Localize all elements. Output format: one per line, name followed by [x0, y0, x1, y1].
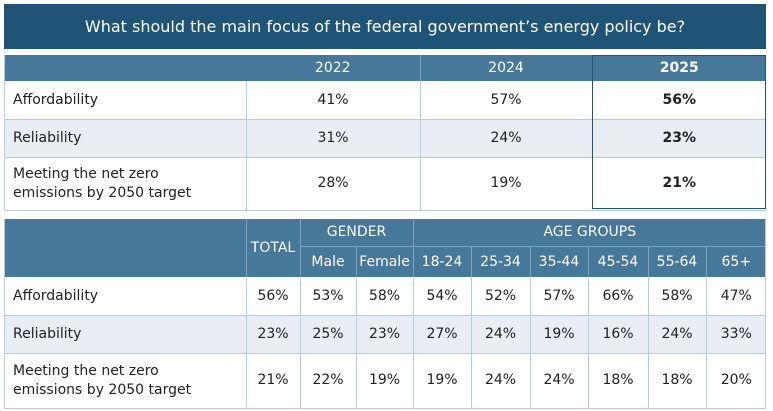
cell-value: 41%	[246, 81, 421, 120]
row-label: Reliability	[4, 119, 247, 158]
cell-value: 19%	[413, 353, 472, 409]
table2-left-border	[4, 219, 5, 408]
cell-value: 52%	[471, 277, 531, 316]
header-age-65-plus: 65+	[706, 246, 767, 277]
cell-value: 25%	[300, 315, 357, 354]
cell-value: 19%	[420, 157, 593, 211]
cell-value: 24%	[648, 315, 707, 354]
chart-title: What should the main focus of the federa…	[4, 4, 766, 49]
header-blank-cell	[4, 219, 247, 277]
cell-value: 31%	[246, 119, 421, 158]
table-row: Affordability 41% 57% 56%	[4, 81, 766, 120]
subgroup-header-row: Male Female 18-24 25-34 35-44 45-54 55-6…	[4, 246, 767, 277]
cell-value: 58%	[648, 277, 707, 316]
cell-value: 66%	[588, 277, 649, 316]
cell-value: 20%	[706, 353, 767, 409]
header-age-45-54: 45-54	[588, 246, 649, 277]
cell-value: 27%	[413, 315, 472, 354]
cell-value: 22%	[300, 353, 357, 409]
header-age-group: AGE GROUPS	[413, 219, 767, 247]
header-total: TOTAL	[246, 219, 301, 277]
row-label: Meeting the net zero emissions by 2050 t…	[4, 353, 247, 409]
demographic-table: TOTAL GENDER AGE GROUPS Male Female 18-2…	[4, 219, 767, 409]
header-year-2025: 2025	[592, 55, 766, 81]
cell-value: 47%	[706, 277, 767, 316]
header-age-35-44: 35-44	[530, 246, 589, 277]
cell-value-highlighted: 56%	[592, 81, 766, 120]
year-header-row: 2022 2024 2025	[4, 55, 766, 81]
header-age-18-24: 18-24	[413, 246, 472, 277]
row-label: Meeting the net zero emissions by 2050 t…	[4, 157, 247, 211]
cell-value: 24%	[530, 353, 589, 409]
row-label-line: emissions by 2050 target	[13, 381, 192, 398]
cell-value-highlighted: 21%	[592, 157, 766, 211]
row-label: Affordability	[4, 81, 247, 120]
cell-value: 24%	[471, 315, 531, 354]
cell-value: 53%	[300, 277, 357, 316]
table-row: Meeting the net zero emissions by 2050 t…	[4, 157, 766, 211]
cell-value: 24%	[471, 353, 531, 409]
cell-value: 54%	[413, 277, 472, 316]
cell-total: 23%	[246, 315, 301, 354]
row-label: Affordability	[4, 277, 247, 316]
row-label-line: Meeting the net zero	[13, 362, 159, 379]
table1-left-border	[4, 55, 5, 209]
header-gender-group: GENDER	[300, 219, 414, 247]
cell-value: 19%	[530, 315, 589, 354]
header-female: Female	[356, 246, 414, 277]
header-age-55-64: 55-64	[648, 246, 707, 277]
row-label-line: Meeting the net zero	[13, 165, 159, 182]
cell-value: 18%	[588, 353, 649, 409]
header-blank-cell	[4, 55, 246, 81]
row-label: Reliability	[4, 315, 247, 354]
cell-value: 33%	[706, 315, 767, 354]
cell-value: 58%	[356, 277, 414, 316]
table-row: Reliability 23% 25% 23% 27% 24% 19% 16% …	[4, 315, 767, 354]
header-male: Male	[300, 246, 357, 277]
cell-value-highlighted: 23%	[592, 119, 766, 158]
cell-value: 57%	[530, 277, 589, 316]
cell-value: 24%	[420, 119, 593, 158]
chart-title-text: What should the main focus of the federa…	[84, 17, 686, 36]
year-comparison-table: 2022 2024 2025 Affordability 41% 57% 56%…	[4, 55, 766, 211]
cell-value: 16%	[588, 315, 649, 354]
cell-value: 57%	[420, 81, 593, 120]
cell-total: 56%	[246, 277, 301, 316]
cell-value: 19%	[356, 353, 414, 409]
table-row: Reliability 31% 24% 23%	[4, 119, 766, 158]
row-label-line: emissions by 2050 target	[13, 184, 192, 201]
header-year-2022: 2022	[246, 55, 421, 81]
table-row: Meeting the net zero emissions by 2050 t…	[4, 353, 767, 409]
cell-value: 28%	[246, 157, 421, 211]
cell-total: 21%	[246, 353, 301, 409]
group-header-row: TOTAL GENDER AGE GROUPS	[4, 219, 767, 277]
table2-right-border	[765, 219, 766, 408]
header-age-25-34: 25-34	[471, 246, 531, 277]
cell-value: 18%	[648, 353, 707, 409]
header-year-2024: 2024	[420, 55, 593, 81]
table-row: Affordability 56% 53% 58% 54% 52% 57% 66…	[4, 277, 767, 316]
cell-value: 23%	[356, 315, 414, 354]
